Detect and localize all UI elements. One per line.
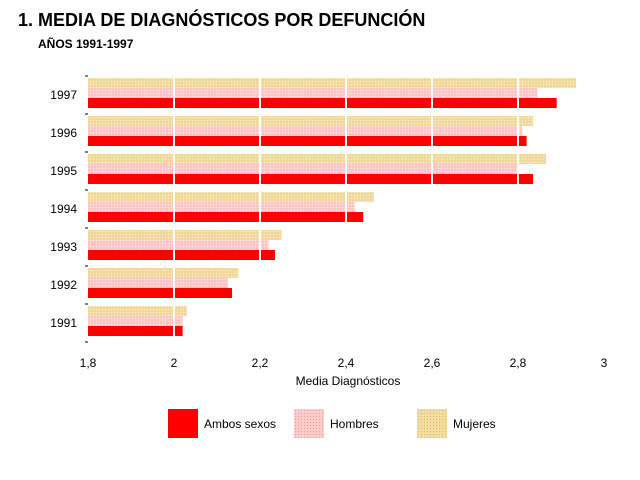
x-tick-label: 3 <box>601 356 608 370</box>
chart-subtitle: AÑOS 1991-1997 <box>38 37 134 51</box>
bar-mujeres-1997 <box>88 78 577 88</box>
bar-ambos-1996 <box>88 136 527 146</box>
bar-mujeres-1992 <box>88 268 239 278</box>
x-tick-label: 2,2 <box>252 356 269 370</box>
bar-mujeres-1991 <box>88 306 187 316</box>
x-tick-label: 2,8 <box>510 356 527 370</box>
x-tick-label: 1,8 <box>80 356 97 370</box>
y-tick-label-1991: 1991 <box>50 316 77 330</box>
bar-ambos-1997 <box>88 98 557 108</box>
x-tick-label: 2,6 <box>424 356 441 370</box>
bar-mujeres-1996 <box>88 116 534 126</box>
bar-hombres-1995 <box>88 164 518 174</box>
bar-ambos-1995 <box>88 174 534 184</box>
x-axis-title: Media Diagnósticos <box>296 374 401 388</box>
bar-ambos-1991 <box>88 326 183 336</box>
y-tick-label-1993: 1993 <box>50 240 77 254</box>
bar-mujeres-1993 <box>88 230 282 240</box>
y-tick-label-1996: 1996 <box>50 126 77 140</box>
x-tick-label: 2,4 <box>338 356 355 370</box>
chart-title: 1. MEDIA DE DIAGNÓSTICOS POR DEFUNCIÓN <box>18 10 426 30</box>
x-tick-label: 2 <box>171 356 178 370</box>
bar-ambos-1994 <box>88 212 364 222</box>
y-tick-label-1992: 1992 <box>50 278 77 292</box>
y-tick-label-1997: 1997 <box>50 88 77 102</box>
bar-hombres-1996 <box>88 126 523 136</box>
y-tick-label-1994: 1994 <box>50 202 77 216</box>
bar-ambos-1993 <box>88 250 276 260</box>
bar-mujeres-1995 <box>88 154 546 164</box>
bar-hombres-1994 <box>88 202 355 212</box>
bar-ambos-1992 <box>88 288 233 298</box>
bar-hombres-1997 <box>88 88 538 98</box>
bar-hombres-1991 <box>88 316 183 326</box>
y-tick-label-1995: 1995 <box>50 164 77 178</box>
bar-hombres-1993 <box>88 240 269 250</box>
bar-mujeres-1994 <box>88 192 374 202</box>
bar-hombres-1992 <box>88 278 228 288</box>
